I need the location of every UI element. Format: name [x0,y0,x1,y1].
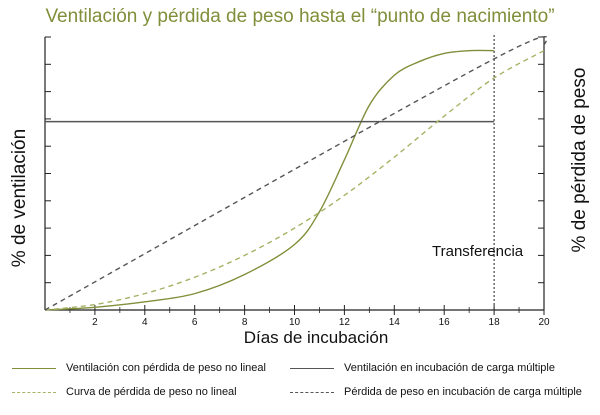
x-axis-label: Días de incubación [243,328,389,347]
series-weightloss-nonlinear [44,50,545,311]
x-tick-label: 18 [489,317,501,328]
y-axis-label-left: % de ventilación [9,128,30,268]
y-axis-label-right: % de pérdida de peso [569,67,590,253]
transfer-annotation: Transferencia [432,243,524,260]
x-tick-label: 14 [389,317,401,328]
legend-label: Curva de pérdida de peso no lineal [66,386,237,398]
x-tick-label: 4 [142,317,148,328]
legend-item: Curva de pérdida de peso no lineal [12,386,237,398]
x-tick-label: 10 [289,317,301,328]
x-tick-label: 6 [192,317,198,328]
series-layer [44,35,548,311]
series-ventilation-nonlinear [44,49,495,311]
x-tick-label: 8 [242,317,248,328]
x-tick-label: 16 [439,317,451,328]
legend-item: Pérdida de peso en incubación de carga m… [290,386,582,398]
legend-label: Ventilación con pérdida de peso no linea… [66,362,266,374]
x-tick-label: 20 [538,317,550,328]
x-tick-label: 2 [92,317,98,328]
legend-swatch [290,367,334,369]
legend-swatch [290,391,334,393]
legend-item: Ventilación con pérdida de peso no linea… [12,362,266,374]
chart-axes: 2 4 6 8 10 12 14 16 18 20 [44,35,550,328]
x-tick-label: 12 [339,317,351,328]
legend-swatch [12,391,56,393]
legend-swatch [12,367,56,369]
legend-item: Ventilación en incubación de carga múlti… [290,362,555,374]
legend-label: Pérdida de peso en incubación de carga m… [344,386,582,398]
series-weightloss-multistage [44,35,548,311]
chart-title: Ventilación y pérdida de peso hasta el “… [45,6,555,27]
legend-label: Ventilación en incubación de carga múlti… [344,362,555,374]
